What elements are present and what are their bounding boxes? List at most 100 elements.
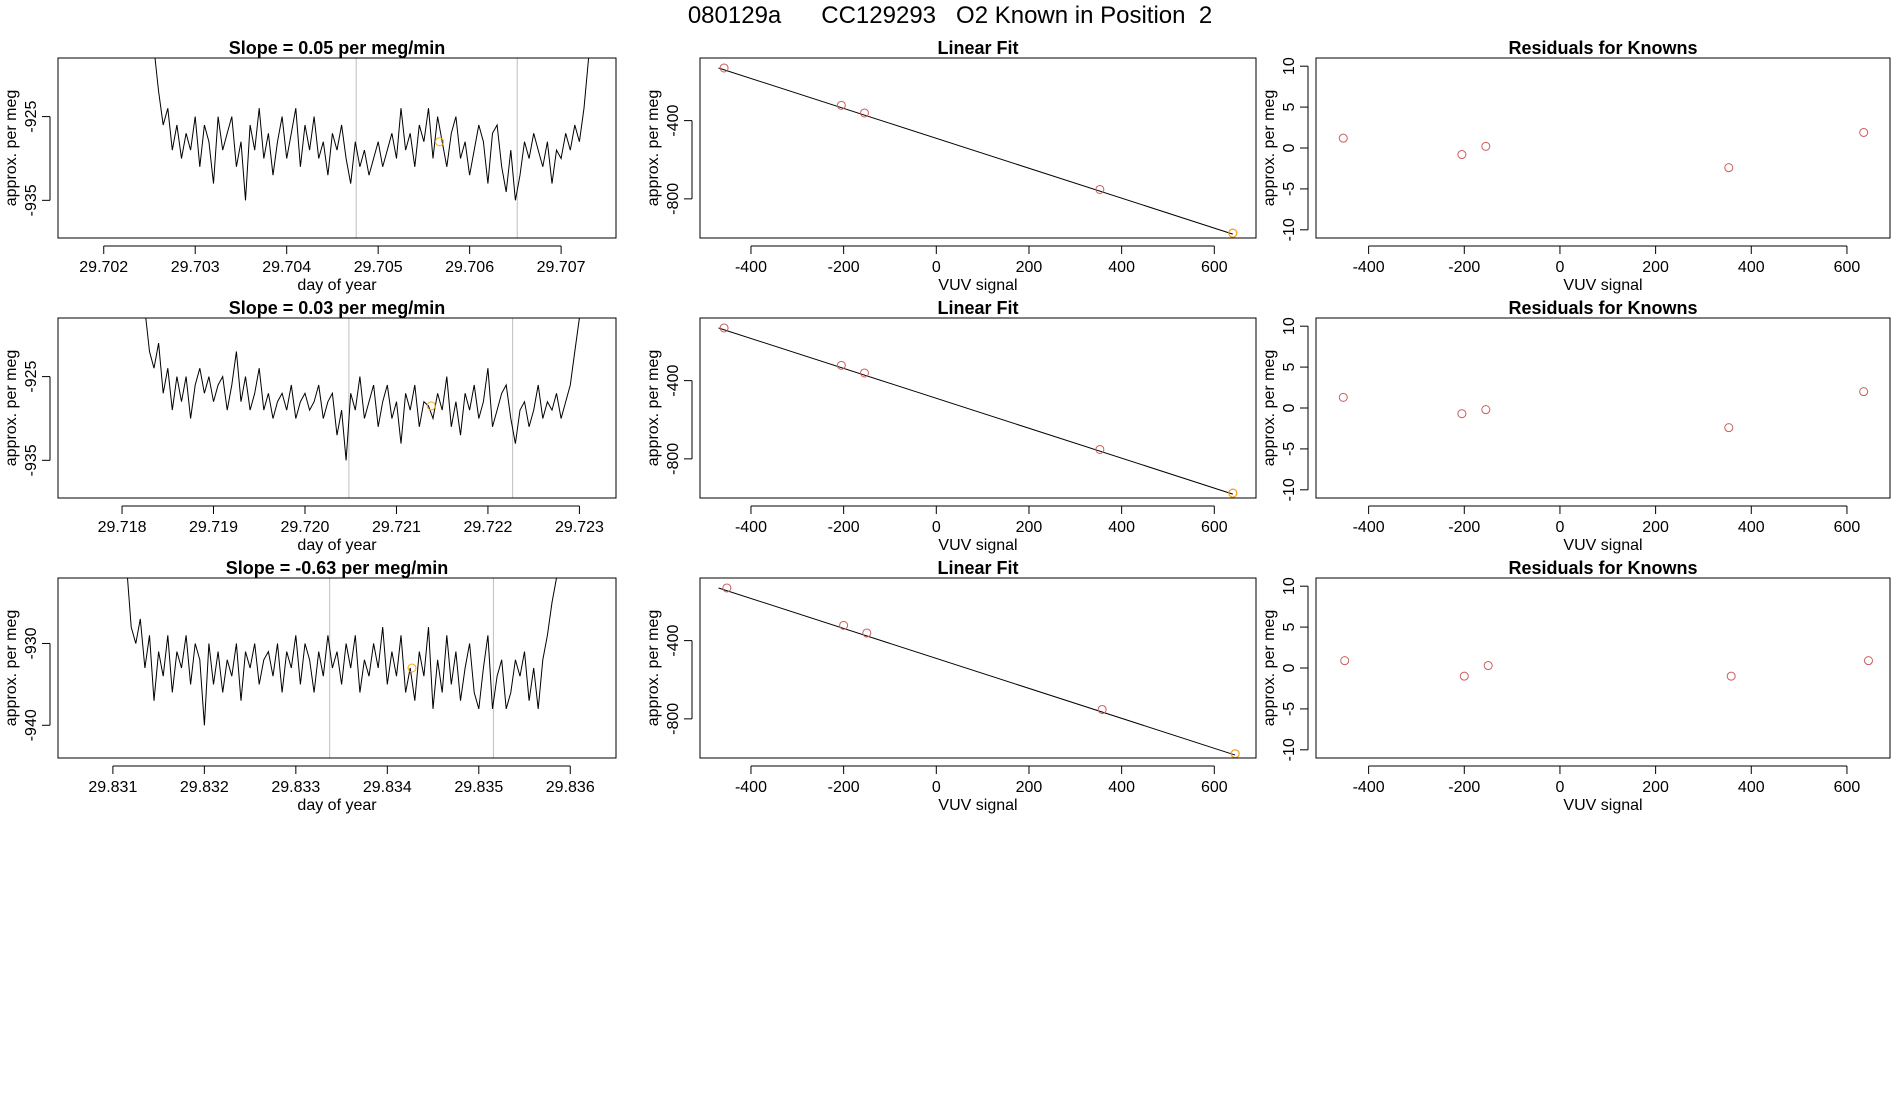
data-point [836, 100, 846, 110]
y-axis-label: approx. per meg [645, 610, 662, 727]
x-tick-label: 29.720 [281, 519, 330, 536]
data-point [1726, 671, 1736, 681]
x-tick-label: 29.834 [363, 779, 412, 796]
plot-frame [57, 577, 617, 759]
series-line [145, 318, 580, 461]
x-tick-label: 0 [1555, 519, 1564, 536]
y-tick-label: -10 [1281, 738, 1298, 761]
x-axis-label: VUV signal [938, 797, 1017, 814]
x-tick-label: -400 [735, 259, 767, 276]
x-tick-label: -200 [1448, 259, 1480, 276]
y-axis-label: approx. per meg [1261, 610, 1278, 727]
x-tick-label: 200 [1016, 259, 1043, 276]
data-point [1097, 704, 1107, 714]
y-tick-label: 0 [1281, 143, 1298, 152]
chart-panel-2: -400 -200 0 200 400 600 -800 -400 Linear Fit VUV … [645, 38, 1257, 294]
plot-frame [1315, 317, 1891, 499]
x-tick-label: 400 [1738, 519, 1765, 536]
x-tick-label: 0 [932, 259, 941, 276]
highlight-point [1228, 228, 1238, 238]
x-tick-label: -400 [1353, 779, 1385, 796]
x-tick-label: 200 [1642, 259, 1669, 276]
x-tick-label: 29.718 [98, 519, 147, 536]
x-tick-label: -200 [1448, 779, 1480, 796]
y-tick-label: -400 [665, 624, 682, 656]
y-tick-label: -5 [1281, 442, 1298, 456]
chart-title: Linear Fit [937, 38, 1018, 58]
x-tick-label: 29.836 [546, 779, 595, 796]
x-tick-label: 29.706 [445, 259, 494, 276]
x-tick-label: 600 [1834, 259, 1861, 276]
data-point [1459, 671, 1469, 681]
y-tick-label: -10 [1281, 478, 1298, 501]
plot-frame [1315, 577, 1891, 759]
chart-title: Slope = 0.05 per meg/min [229, 38, 446, 58]
data-point [1095, 184, 1105, 194]
figure-title: 080129a CC129293 O2 Known in Position 2 [687, 2, 1213, 29]
y-tick-label: -935 [23, 444, 40, 476]
data-point [1859, 387, 1869, 397]
x-tick-label: -400 [1353, 519, 1385, 536]
x-tick-label: 600 [1201, 779, 1228, 796]
chart-panel-3: -400 -200 0 200 400 600 -10 -5 0 5 10 Residuals for… [1261, 38, 1891, 294]
highlight-point [426, 401, 436, 411]
x-axis-label: VUV signal [1563, 537, 1642, 554]
y-tick-label: 0 [1281, 663, 1298, 672]
data-point [1340, 656, 1350, 666]
x-tick-label: -200 [828, 779, 860, 796]
y-tick-label: -5 [1281, 182, 1298, 196]
x-tick-label: 200 [1016, 779, 1043, 796]
x-axis-label: day of year [297, 277, 377, 294]
data-point [1481, 141, 1491, 151]
x-tick-label: 200 [1642, 779, 1669, 796]
y-tick-label: -400 [665, 104, 682, 136]
plot-frame [699, 317, 1257, 499]
y-tick-label: 5 [1281, 623, 1298, 632]
plot-frame [699, 577, 1257, 759]
x-tick-label: 200 [1016, 519, 1043, 536]
chart-panel-8: -400 -200 0 200 400 600 -800 -400 Linear Fit VUV … [645, 558, 1257, 814]
chart-panel-6: -400 -200 0 200 400 600 -10 -5 0 5 10 Residuals for… [1261, 298, 1891, 554]
y-tick-label: -935 [23, 184, 40, 216]
data-point [1338, 392, 1348, 402]
x-tick-label: 29.721 [372, 519, 421, 536]
x-tick-label: 600 [1201, 519, 1228, 536]
y-axis-label: approx. per meg [3, 350, 20, 467]
y-tick-label: -930 [23, 627, 40, 659]
data-point [1457, 150, 1467, 160]
data-point [839, 620, 849, 630]
x-tick-label: -400 [735, 779, 767, 796]
y-tick-label: -940 [23, 709, 40, 741]
data-point [1338, 133, 1348, 143]
x-tick-label: -400 [1353, 259, 1385, 276]
x-tick-label: 29.707 [537, 259, 586, 276]
x-tick-label: 29.833 [271, 779, 320, 796]
series-line [127, 578, 557, 726]
x-tick-label: 200 [1642, 519, 1669, 536]
data-point [1859, 127, 1869, 137]
data-point [1483, 661, 1493, 671]
y-tick-label: -800 [665, 703, 682, 735]
x-tick-label: 29.703 [171, 259, 220, 276]
x-tick-label: 600 [1834, 779, 1861, 796]
y-tick-label: 10 [1281, 577, 1298, 595]
fit-line [718, 327, 1233, 495]
chart-panel-9: -400 -200 0 200 400 600 -10 -5 0 5 10 Residuals for… [1261, 558, 1891, 814]
x-axis-label: VUV signal [1563, 277, 1642, 294]
x-tick-label: 29.704 [262, 259, 311, 276]
data-point [862, 628, 872, 638]
y-tick-label: 0 [1281, 403, 1298, 412]
chart-title: Residuals for Knowns [1508, 298, 1697, 318]
y-axis-label: approx. per meg [3, 90, 20, 207]
y-axis-label: approx. per meg [3, 610, 20, 727]
chart-panel-1: 29.702 29.703 29.704 29.705 29.706 29.707 -935… [3, 38, 617, 294]
y-tick-label: 5 [1281, 363, 1298, 372]
x-tick-label: 29.722 [463, 519, 512, 536]
data-point [1863, 656, 1873, 666]
data-point [722, 583, 732, 593]
x-tick-label: -200 [828, 519, 860, 536]
chart-title: Residuals for Knowns [1508, 558, 1697, 578]
x-tick-label: -400 [735, 519, 767, 536]
chart-title: Residuals for Knowns [1508, 38, 1697, 58]
highlight-point [1228, 488, 1238, 498]
